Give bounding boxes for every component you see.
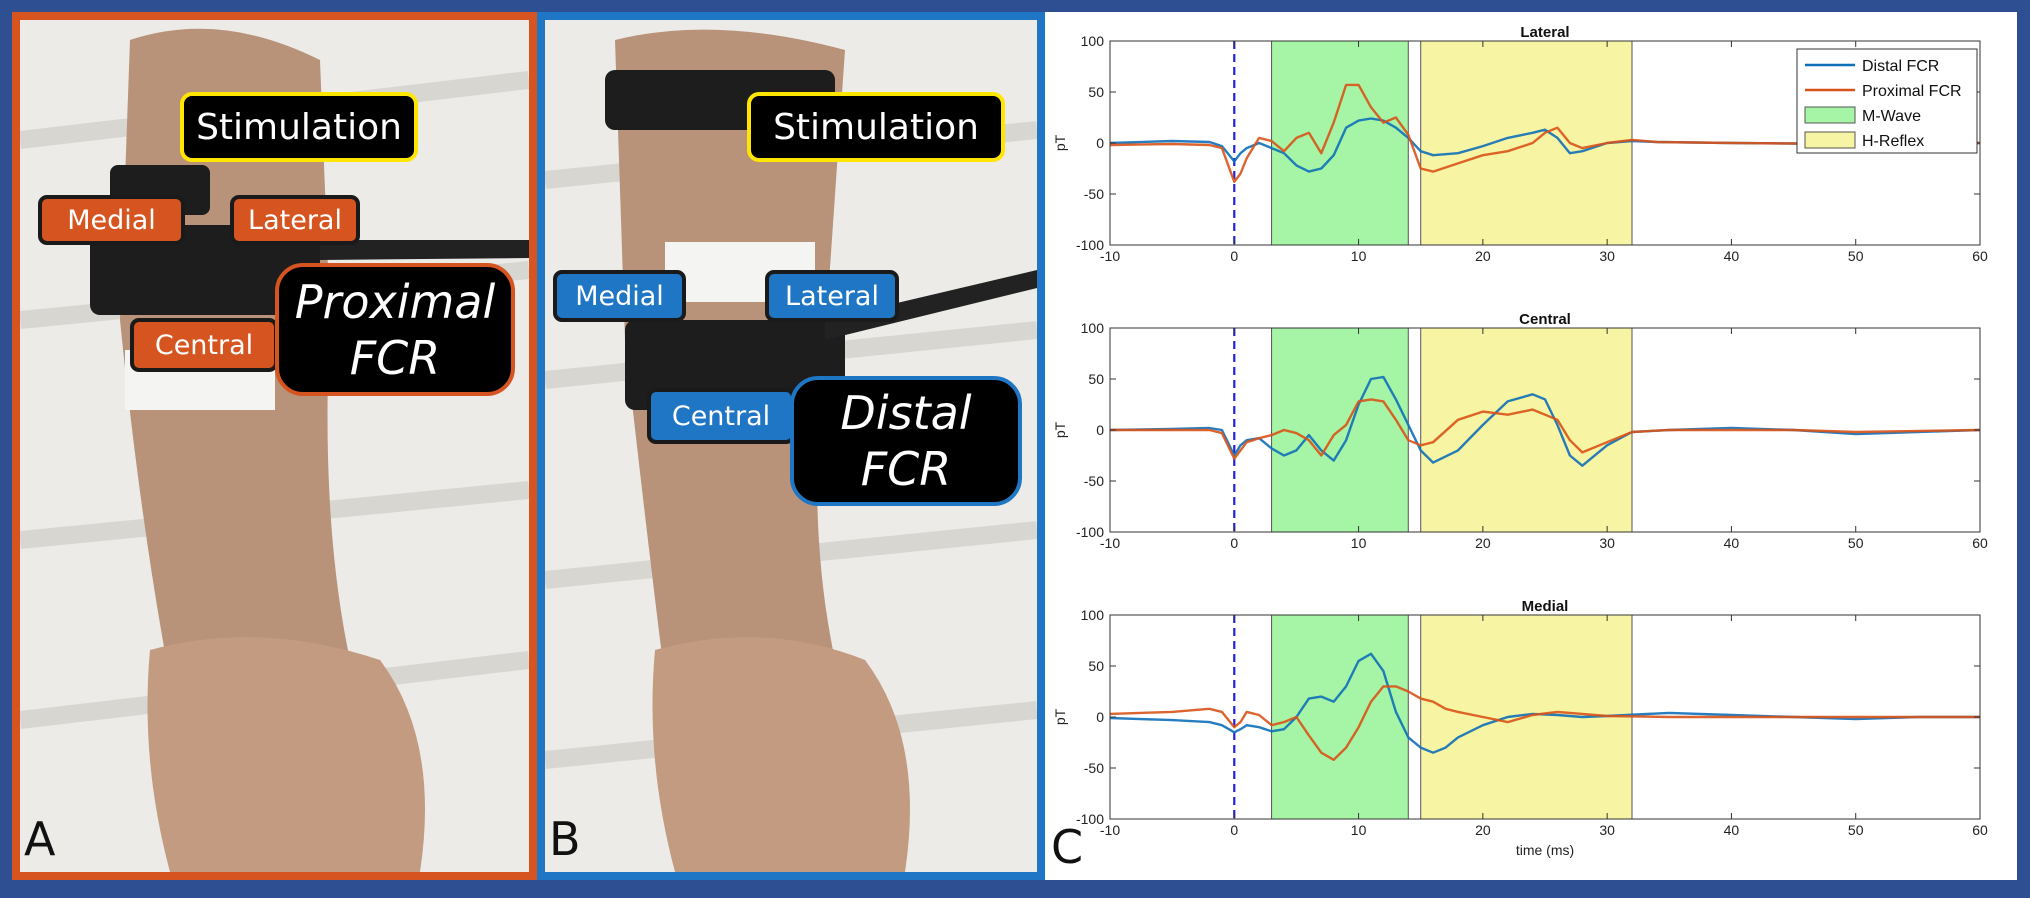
chart-lateral-ytick-label: -100 [1076,237,1104,253]
central-label: Central [130,318,278,372]
chart-central-xtick-label: 0 [1230,535,1238,551]
lateral-label: Lateral [230,195,360,245]
panel-letter-c: C [1051,820,1084,874]
chart-lateral-series-proximal-fcr [1109,83,1981,183]
chart-lateral-series-distal-fcr [1109,117,1981,173]
chart-central-title: Central [1519,311,1571,328]
panel-letter-b: B [549,812,581,866]
legend-label-proximal-fcr: Proximal FCR [1862,83,1962,100]
legend-swatch-h-reflex [1804,131,1856,149]
chart-medial-xtick-label: 0 [1230,822,1238,838]
proximal-label-line2: FCR [349,330,441,385]
chart-medial-series-proximal-fcr [1109,685,1980,761]
chart-lateral-ytick-label: 0 [1096,135,1104,151]
chart-medial-ytick-label: 0 [1096,709,1104,725]
chart-central-xtick-label: 20 [1475,535,1491,551]
chart-central-xtick-label: -10 [1100,535,1120,551]
chart-medial-xtick-label: 20 [1475,822,1491,838]
chart-medial-ytick-label: -100 [1076,811,1104,827]
stimulation-label: Stimulation [747,92,1005,162]
chart-medial-xtick-label: 30 [1599,822,1615,838]
chart-medial-ytick-label: -50 [1084,760,1104,776]
chart-lateral-ylabel: pT [1052,134,1068,151]
chart-central-ytick-label: -100 [1076,524,1104,540]
chart-medial-xtick-label: 10 [1351,822,1367,838]
chart-central-region-h-reflex [1420,327,1633,533]
chart-medial-ytick-label: 50 [1088,658,1104,674]
distal-fcr-label: Distal FCR [790,376,1022,506]
hand [147,637,425,872]
lateral-label: Lateral [765,270,899,322]
cable [320,240,529,260]
chart-central-ytick-label: 50 [1088,371,1104,387]
legend-label-h-reflex: H-Reflex [1862,133,1924,150]
chart-medial-xtick-label: -10 [1100,822,1120,838]
panel-letter-a: A [24,812,56,866]
panel-a-proximal-photo: Stimulation Medial Lateral Central Proxi… [12,12,537,880]
legend-label-distal-fcr: Distal FCR [1862,58,1939,75]
chart-lateral-xtick-label: 30 [1599,248,1615,264]
chart-lateral-xtick-label: 20 [1475,248,1491,264]
meg-charts: -10 0 10 20 30 40 50 60100500-50-100LateralpTDi… [1052,24,1988,858]
chart-lateral-xtick-label: 0 [1230,248,1238,264]
chart-lateral-title: Lateral [1520,24,1569,41]
chart-central-series-proximal-fcr [1110,398,1981,460]
hand [652,637,910,872]
distal-label-line2: FCR [860,442,952,496]
distal-label-line1: Distal [840,386,972,440]
chart-central-xtick-label: 50 [1848,535,1864,551]
chart-medial-title: Medial [1522,598,1569,615]
chart-medial-xtick-label: 60 [1972,822,1988,838]
chart-central-xtick-label: 40 [1724,535,1740,551]
chart-central-xtick-label: 10 [1351,535,1367,551]
chart-lateral-xtick-label: 50 [1848,248,1864,264]
chart-central-ylabel: pT [1052,421,1068,438]
chart-lateral-ytick-label: 50 [1088,84,1104,100]
chart-central-xtick-label: 30 [1599,535,1615,551]
chart-medial-ytick-label: 100 [1081,607,1105,623]
legend-swatch-m-wave [1804,106,1856,124]
chart-lateral-xtick-label: 60 [1972,248,1988,264]
chart-lateral-ytick-label: 100 [1081,33,1105,49]
central-label: Central [647,388,795,444]
chart-medial-region-m-wave [1271,614,1409,820]
chart-central-series-distal-fcr [1109,375,1981,467]
proximal-fcr-label: Proximal FCR [275,263,515,396]
stimulation-label: Stimulation [180,92,418,162]
chart-lateral-xtick-label: 40 [1724,248,1740,264]
chart-medial-xtick-label: 50 [1848,822,1864,838]
chart-medial-ylabel: pT [1052,708,1068,725]
proximal-label-line1: Proximal [294,274,496,329]
chart-medial-xtick-label: 40 [1724,822,1740,838]
cable [825,270,1037,340]
chart-central-ytick-label: -50 [1084,473,1104,489]
chart-central-xtick-label: 60 [1972,535,1988,551]
electrode-strap [90,225,320,315]
medial-label: Medial [553,270,686,322]
legend-label-m-wave: M-Wave [1862,108,1921,125]
chart-lateral-ytick-label: -50 [1084,186,1104,202]
chart-lateral-xtick-label: -10 [1100,248,1120,264]
panel-b-distal-photo: Stimulation Medial Lateral Central Dista… [537,12,1045,880]
electrode-strap [625,320,845,410]
chart-lateral-xtick-label: 10 [1351,248,1367,264]
chart-medial-xlabel: time (ms) [1516,842,1574,858]
chart-central-ytick-label: 100 [1081,320,1105,336]
chart-lateral-region-h-reflex [1420,40,1633,246]
panel-c-charts: -10 0 10 20 30 40 50 60 100 50 0 -50 -100 Lateral pT Di… [1045,12,2017,880]
chart-central-ytick-label: 0 [1096,422,1104,438]
medial-label: Medial [38,195,185,245]
